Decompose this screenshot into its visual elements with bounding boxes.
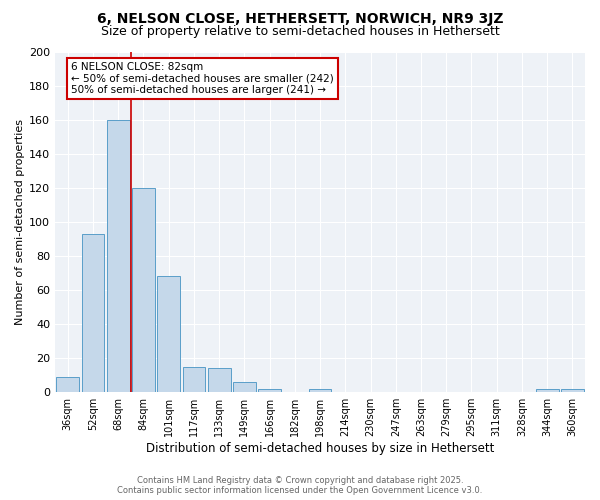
Bar xyxy=(56,377,79,392)
Bar xyxy=(536,389,559,392)
Text: Size of property relative to semi-detached houses in Hethersett: Size of property relative to semi-detach… xyxy=(101,25,499,38)
Bar xyxy=(561,389,584,392)
Bar xyxy=(132,188,155,392)
Bar xyxy=(107,120,130,392)
Y-axis label: Number of semi-detached properties: Number of semi-detached properties xyxy=(15,119,25,325)
X-axis label: Distribution of semi-detached houses by size in Hethersett: Distribution of semi-detached houses by … xyxy=(146,442,494,455)
Text: 6 NELSON CLOSE: 82sqm
← 50% of semi-detached houses are smaller (242)
50% of sem: 6 NELSON CLOSE: 82sqm ← 50% of semi-deta… xyxy=(71,62,334,95)
Bar xyxy=(233,382,256,392)
Bar xyxy=(157,276,180,392)
Bar xyxy=(309,389,331,392)
Bar xyxy=(258,389,281,392)
Text: 6, NELSON CLOSE, HETHERSETT, NORWICH, NR9 3JZ: 6, NELSON CLOSE, HETHERSETT, NORWICH, NR… xyxy=(97,12,503,26)
Bar xyxy=(182,366,205,392)
Bar xyxy=(82,234,104,392)
Text: Contains HM Land Registry data © Crown copyright and database right 2025.
Contai: Contains HM Land Registry data © Crown c… xyxy=(118,476,482,495)
Bar xyxy=(208,368,230,392)
